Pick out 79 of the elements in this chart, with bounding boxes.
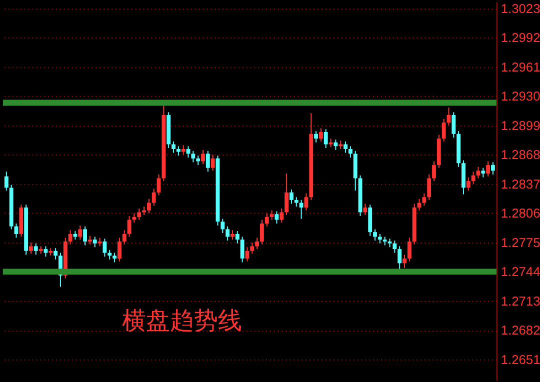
y-tick-label: 1.2837	[500, 176, 540, 192]
candlestick	[471, 171, 476, 184]
y-tick-label: 1.2930	[500, 88, 540, 104]
candlestick	[294, 196, 298, 208]
y-tick-label: 1.2775	[500, 234, 540, 250]
candlestick	[172, 140, 176, 154]
candlestick	[152, 188, 156, 206]
annotation: 横盘趋势线	[122, 306, 242, 335]
candlestick	[240, 236, 244, 263]
candlestick	[68, 230, 72, 245]
y-tick-label: 1.2744	[500, 264, 540, 280]
y-tick-label: 1.2713	[500, 293, 540, 308]
candlestick	[407, 237, 412, 262]
y-tick-label: 1.2682	[500, 322, 540, 338]
candlestick	[78, 224, 82, 240]
candlestick	[314, 130, 318, 143]
candlestick	[392, 240, 397, 254]
candlestick	[274, 210, 279, 224]
candlestick	[230, 230, 234, 240]
candlestick	[476, 166, 480, 179]
candlestick	[122, 230, 126, 245]
candlestick	[117, 237, 122, 262]
candlestick	[206, 150, 210, 172]
candlestick	[54, 248, 58, 260]
y-tick-label: 1.3023	[500, 0, 540, 16]
candlestick	[398, 246, 402, 270]
candlestick	[102, 238, 107, 258]
candlestick	[44, 246, 48, 258]
candlestick	[432, 160, 436, 182]
candlestick	[442, 118, 446, 142]
candlestick	[324, 128, 328, 149]
candlestick	[299, 199, 304, 220]
candlestick	[92, 236, 97, 248]
y-tick-label: 1.2899	[500, 118, 540, 133]
candlestick	[363, 203, 368, 216]
candlestick	[191, 150, 196, 163]
y-tick-label: 1.2651	[500, 352, 540, 367]
candlestick	[201, 149, 205, 165]
candlestick	[235, 230, 240, 244]
candlestick	[334, 139, 338, 150]
candlestick	[132, 212, 136, 224]
candlestick	[260, 219, 264, 245]
candlestick	[481, 167, 486, 178]
candlestick	[486, 160, 490, 177]
candlestick	[226, 226, 230, 242]
candlestick	[112, 252, 116, 263]
candlestick	[373, 228, 377, 242]
candlestick	[176, 146, 180, 156]
candlestick	[289, 189, 294, 204]
candlestick	[348, 146, 352, 158]
candlestick	[270, 210, 274, 220]
candlestick	[466, 176, 470, 192]
candlestick	[250, 242, 254, 254]
candlestick	[255, 237, 260, 250]
candlestick	[422, 192, 426, 206]
candlestick	[220, 218, 225, 234]
y-tick-label: 1.2961	[500, 59, 540, 74]
y-tick-label: 1.2992	[500, 30, 540, 46]
candlestick	[452, 112, 456, 138]
candlestick	[83, 226, 88, 246]
candlestick	[146, 198, 151, 214]
candlestick	[34, 242, 38, 256]
candlestick	[210, 154, 215, 172]
y-tick-label: 1.2868	[500, 147, 540, 162]
y-tick-label: 1.2806	[500, 206, 540, 221]
candlestick	[491, 162, 495, 175]
candlestick	[318, 128, 323, 142]
candlestick	[402, 254, 406, 268]
candlestick	[4, 171, 8, 192]
candlestick	[304, 192, 308, 211]
candlestick	[29, 242, 33, 254]
candlestick	[264, 212, 269, 227]
candlestick	[181, 144, 186, 156]
candlestick	[427, 174, 432, 200]
candlestick	[344, 140, 348, 154]
candlestick	[284, 173, 289, 216]
candlestick	[280, 208, 284, 224]
candlestick	[137, 208, 142, 220]
candlestick	[196, 155, 200, 166]
